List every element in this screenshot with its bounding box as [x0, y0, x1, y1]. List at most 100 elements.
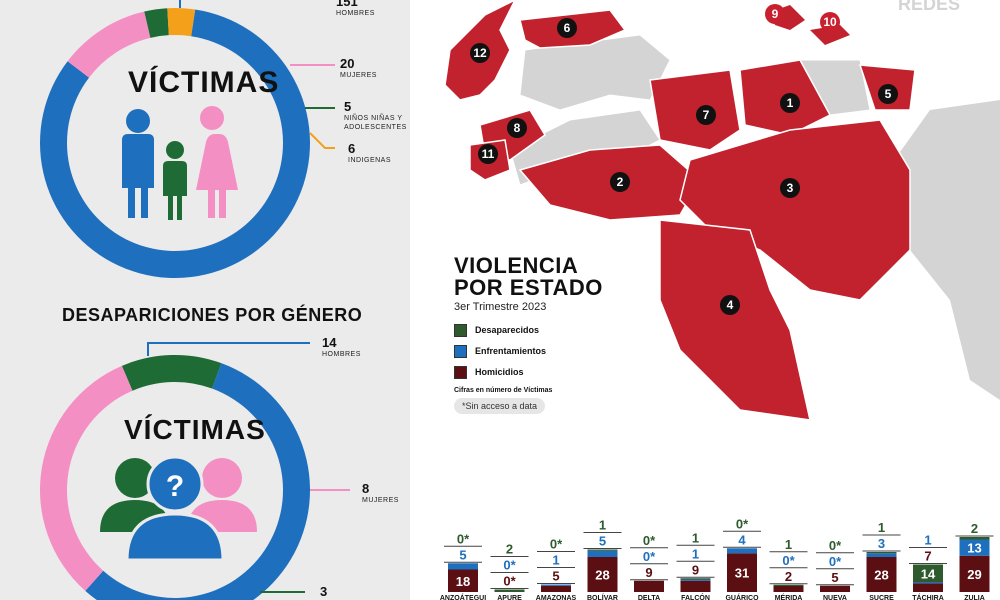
no-access-pill: *Sin acceso a data — [454, 398, 546, 414]
bar-enfrentamientos-6 — [727, 548, 757, 554]
bar-label-enfrentamientos-8: 0* — [829, 554, 842, 569]
category-label-7: MÉRIDA — [775, 593, 803, 600]
bar-homicidios-4 — [634, 580, 664, 592]
donut-desapariciones — [39, 355, 310, 600]
ninos-text-1: NIÑOS NIÑAS Y — [344, 115, 403, 122]
desap-hombres-text: HOMBRES — [322, 351, 361, 358]
map-subtitle: 3er Trimestre 2023 — [454, 301, 547, 313]
donut-segment-mujeres — [67, 11, 151, 78]
desap-mujeres-count: 8 — [362, 481, 370, 496]
bar-label-homicidios-5: 9 — [692, 562, 699, 577]
mujeres-text: MUJERES — [340, 72, 377, 79]
bar-label-desaparecidos-6: 0* — [736, 516, 749, 531]
bar-label-homicidios-3: 28 — [595, 568, 609, 583]
bar-label-desaparecidos-9: 1 — [878, 520, 885, 535]
label-hombres-1: 151 HOMBRES — [336, 0, 375, 18]
label-indigenas-1: 6 INDIGENAS — [348, 141, 391, 165]
category-label-8: NUEVA — [823, 595, 847, 600]
category-label-4: DELTA — [638, 595, 660, 600]
bar-label-desaparecidos-7: 1 — [785, 537, 792, 552]
legend-item-homicidios: Homicidios — [454, 363, 603, 381]
bar-label-enfrentamientos-11: 13 — [967, 541, 981, 556]
map-marker-11[interactable]: 11 — [478, 144, 498, 164]
legend-note: Cifras en número de Víctimas — [454, 387, 553, 394]
bar-label-homicidios-6: 31 — [735, 566, 749, 581]
category-label-2: AMAZONAS — [536, 595, 577, 600]
ninos-text-2: ADOLESCENTES — [344, 124, 407, 131]
leader-hombres-1 — [179, 0, 181, 8]
label-mujeres-1: 20 MUJERES — [340, 56, 377, 80]
map-marker-1[interactable]: 1 — [780, 93, 800, 113]
map-marker-7[interactable]: 7 — [696, 105, 716, 125]
map-marker-10[interactable]: 10 — [820, 12, 840, 32]
venezuela-map: REDES — [444, 0, 1000, 421]
bar-desaparecidos-3 — [587, 549, 618, 551]
map-title-line1: VIOLENCIA — [454, 253, 579, 278]
bar-desaparecidos-1 — [494, 589, 525, 592]
map-marker-12[interactable]: 12 — [470, 43, 490, 63]
label-otros-2: 3 — [320, 584, 327, 599]
donut-segment-hombres — [85, 363, 310, 600]
bar-label-desaparecidos-8: 0* — [829, 538, 842, 553]
right-panel: REDES 1 2 3 4 5 6 7 8 9 10 11 12 VIOLENC… — [410, 0, 1000, 600]
indigenas-text: INDIGENAS — [348, 157, 392, 164]
bar-label-desaparecidos-3: 1 — [599, 518, 606, 533]
family-icon — [122, 106, 238, 220]
legend-list: Desaparecidos Enfrentamientos Homicidios — [454, 321, 603, 381]
bar-label-enfrentamientos-1: 0* — [503, 558, 516, 573]
label-mujeres-2: 8 MUJERES — [362, 481, 399, 505]
category-label-5: FALCÓN — [681, 593, 710, 600]
bar-enfrentamientos-0 — [448, 563, 478, 570]
bar-homicidios-9 — [866, 557, 897, 592]
category-label-3: BOLÍVAR — [587, 593, 618, 600]
category-label-6: GUÁRICO — [725, 593, 759, 600]
legend-item-desaparecidos: Desaparecidos — [454, 321, 603, 339]
bar-label-enfrentamientos-6: 4 — [738, 532, 746, 547]
bar-label-desaparecidos-2: 0* — [550, 537, 563, 552]
map-marker-9[interactable]: 9 — [765, 4, 785, 24]
state-guarico — [649, 69, 741, 151]
bar-label-desaparecidos-10: 14 — [921, 566, 936, 581]
donut-segment-ninos — [144, 8, 169, 38]
bar-enfrentamientos-10 — [913, 582, 943, 584]
map-marker-8[interactable]: 8 — [507, 118, 527, 138]
map-title-line2: POR ESTADO — [454, 275, 603, 300]
legend-swatch — [454, 365, 467, 379]
bar-enfrentamientos-11 — [959, 539, 990, 556]
bar-label-enfrentamientos-3: 5 — [599, 534, 606, 549]
bar-label-desaparecidos-4: 0* — [643, 533, 656, 548]
map-legend-block: VIOLENCIA POR ESTADO 3er Trimestre 2023 … — [454, 255, 603, 414]
bar-homicidios-11 — [959, 555, 990, 592]
leader-hombres-2 — [147, 342, 310, 356]
donut-segment-mujeres — [39, 365, 133, 591]
category-label-1: APURE — [497, 595, 522, 600]
bar-label-homicidios-1: 0* — [503, 574, 516, 589]
bar-homicidios-5 — [680, 580, 711, 592]
question-group-icon: ? — [100, 455, 257, 562]
bar-desaparecidos-11 — [959, 537, 990, 540]
mujeres-count: 20 — [340, 56, 355, 71]
state-islands — [810, 25, 850, 45]
bar-label-desaparecidos-5: 1 — [692, 530, 699, 545]
state-bolivar — [679, 119, 911, 301]
bar-label-homicidios-9: 28 — [874, 568, 888, 583]
hombres-count: 151 — [336, 0, 358, 9]
map-marker-4[interactable]: 4 — [720, 295, 740, 315]
bar-enfrentamientos-9 — [866, 553, 897, 557]
legend-item-enfrentamientos: Enfrentamientos — [454, 342, 603, 360]
bar-desaparecidos-5 — [680, 578, 711, 580]
bar-label-enfrentamientos-5: 1 — [692, 546, 699, 561]
bar-label-homicidios-10: 7 — [924, 549, 931, 564]
map-marker-6[interactable]: 6 — [557, 18, 577, 38]
bar-enfrentamientos-2 — [541, 584, 571, 586]
map-marker-5[interactable]: 5 — [878, 84, 898, 104]
bar-desaparecidos-7 — [773, 584, 804, 586]
legend-label: Enfrentamientos — [475, 346, 547, 356]
bar-label-homicidios-8: 5 — [831, 570, 838, 585]
bar-homicidios-7 — [773, 586, 804, 592]
leader-indigenas-1 — [309, 132, 335, 149]
bar-label-homicidios-2: 5 — [552, 569, 559, 584]
map-marker-3[interactable]: 3 — [780, 178, 800, 198]
desap-mujeres-text: MUJERES — [362, 497, 399, 504]
map-marker-2[interactable]: 2 — [610, 172, 630, 192]
